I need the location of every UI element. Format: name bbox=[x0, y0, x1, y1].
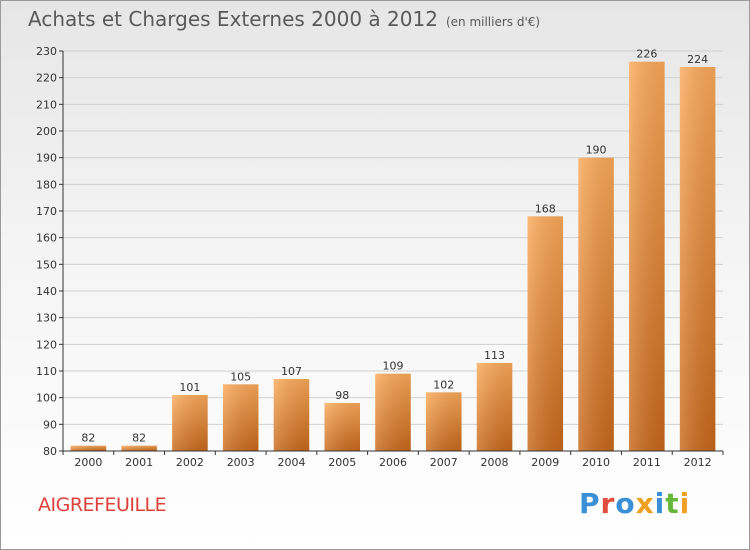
data-label: 113 bbox=[484, 349, 505, 362]
data-label: 82 bbox=[81, 432, 95, 445]
data-label: 105 bbox=[230, 370, 251, 383]
x-tick-label: 2007 bbox=[430, 456, 458, 469]
data-label: 102 bbox=[433, 378, 454, 391]
data-label: 98 bbox=[335, 389, 349, 402]
bar-shade-2003 bbox=[222, 384, 259, 451]
y-tick-label: 180 bbox=[36, 178, 57, 191]
logo-letter: t bbox=[665, 487, 680, 520]
x-tick-label: 2001 bbox=[125, 456, 153, 469]
x-tick-label: 2005 bbox=[328, 456, 356, 469]
axes: 8090100110120130140150160170180190200210… bbox=[36, 45, 724, 469]
bar-shade-2007 bbox=[426, 392, 462, 451]
bar-shade-2004 bbox=[273, 379, 310, 451]
y-tick-label: 80 bbox=[43, 445, 57, 458]
data-label: 82 bbox=[132, 432, 146, 445]
y-tick-label: 90 bbox=[43, 418, 57, 431]
y-tick-label: 110 bbox=[36, 365, 57, 378]
commune-name: AIGREFEUILLE bbox=[38, 494, 167, 516]
bar-shade-2012 bbox=[679, 67, 716, 451]
y-tick-label: 150 bbox=[36, 258, 57, 271]
logo-letter: x bbox=[635, 487, 655, 520]
y-tick-label: 200 bbox=[36, 125, 57, 138]
bars: 82 82 101 105 107 98 109 102 113 168 190 226 224 bbox=[70, 48, 716, 452]
bar-shade-2008 bbox=[476, 363, 513, 451]
y-tick-label: 230 bbox=[36, 45, 57, 58]
x-tick-label: 2008 bbox=[481, 456, 509, 469]
y-tick-label: 220 bbox=[36, 72, 57, 85]
chart-unit: (en milliers d'€) bbox=[445, 15, 541, 29]
data-label: 226 bbox=[636, 48, 657, 61]
x-tick-label: 2000 bbox=[74, 456, 102, 469]
logo-letter: r bbox=[600, 487, 616, 520]
logo-letter: i bbox=[654, 487, 666, 520]
bar-shade-2011 bbox=[629, 61, 665, 452]
chart-title: Achats et Charges Externes 2000 à 2012 (e… bbox=[28, 7, 540, 31]
x-tick-label: 2011 bbox=[633, 456, 661, 469]
chart-title-text: Achats et Charges Externes 2000 à 2012 bbox=[28, 7, 438, 31]
bar-shade-2005 bbox=[324, 403, 360, 451]
logo-letter: P bbox=[579, 487, 601, 520]
bar-shade-2002 bbox=[172, 395, 208, 451]
bar-shade-2001 bbox=[121, 445, 157, 451]
data-label: 190 bbox=[586, 144, 607, 157]
y-tick-label: 190 bbox=[36, 152, 57, 165]
bar-shade-2010 bbox=[578, 157, 614, 451]
logo-letter: o bbox=[615, 487, 636, 520]
y-tick-label: 210 bbox=[36, 98, 57, 111]
y-tick-label: 160 bbox=[36, 232, 57, 245]
data-label: 224 bbox=[687, 53, 708, 66]
bar-shade-2009 bbox=[527, 216, 564, 451]
bar-shade-2006 bbox=[375, 373, 411, 451]
data-label: 168 bbox=[535, 202, 556, 215]
logo-letter: i bbox=[679, 487, 691, 520]
data-label: 109 bbox=[383, 360, 404, 373]
x-tick-label: 2012 bbox=[684, 456, 712, 469]
data-label: 107 bbox=[281, 365, 302, 378]
x-tick-label: 2010 bbox=[582, 456, 610, 469]
data-label: 101 bbox=[179, 381, 200, 394]
x-tick-label: 2004 bbox=[277, 456, 305, 469]
y-tick-label: 120 bbox=[36, 338, 57, 351]
y-tick-label: 100 bbox=[36, 392, 57, 405]
x-tick-label: 2003 bbox=[227, 456, 255, 469]
y-tick-label: 140 bbox=[36, 285, 57, 298]
bar-shade-2000 bbox=[70, 445, 107, 451]
x-tick-label: 2002 bbox=[176, 456, 204, 469]
x-tick-label: 2006 bbox=[379, 456, 407, 469]
y-tick-label: 170 bbox=[36, 205, 57, 218]
y-tick-label: 130 bbox=[36, 312, 57, 325]
x-tick-label: 2009 bbox=[531, 456, 559, 469]
proxiti-logo: Proxiti bbox=[579, 487, 690, 520]
